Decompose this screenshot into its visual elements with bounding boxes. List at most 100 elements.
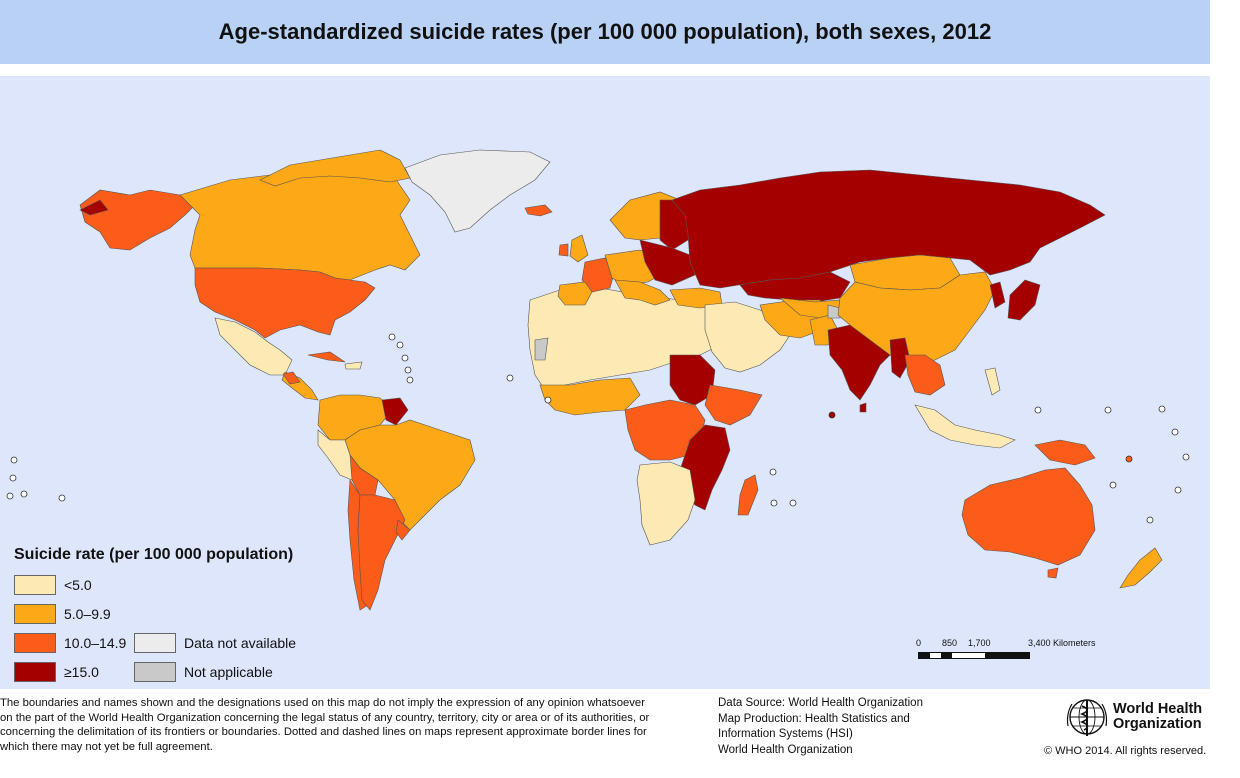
legend: Suicide rate (per 100 000 population) <5… — [14, 546, 296, 686]
who-emblem-icon — [1066, 699, 1108, 736]
legend-row: <5.0 — [14, 570, 296, 599]
region-japan — [1007, 279, 1041, 321]
region-iberia — [557, 281, 593, 306]
island-marker — [1182, 453, 1190, 461]
source-line: Information Systems (HSI) — [718, 728, 853, 740]
island-marker-highlight — [1125, 455, 1133, 463]
region-ethiopia-horn — [704, 384, 763, 426]
region-china — [837, 271, 996, 363]
region-tasmania — [1047, 567, 1059, 579]
island-marker — [544, 396, 552, 404]
legend-title: Suicide rate (per 100 000 population) — [14, 546, 294, 563]
region-alaska — [79, 189, 201, 251]
legend-swatch-5-9 — [14, 603, 56, 624]
source-line: Data Source: World Health Organization — [718, 697, 923, 709]
map-frame[interactable]: Suicide rate (per 100 000 population) <5… — [0, 76, 1210, 689]
region-cuba — [307, 351, 346, 363]
region-guyana — [381, 397, 409, 426]
region-aleutians — [79, 199, 109, 216]
data-source: Data Source: World Health Organization M… — [718, 696, 978, 758]
world-map[interactable] — [0, 76, 1210, 689]
region-western-sahara — [534, 337, 549, 361]
legend-swatch-ge15 — [14, 661, 56, 682]
legend-label: Data not available — [184, 634, 297, 651]
who-logo: World Health Organization — [1064, 696, 1202, 738]
island-marker — [1171, 428, 1179, 436]
island-marker — [20, 490, 28, 498]
scale-label: 850 — [942, 638, 958, 648]
island-marker — [396, 341, 404, 349]
title-bar: Age-standardized suicide rates (per 100 … — [0, 0, 1210, 64]
island-marker — [1174, 486, 1182, 494]
disclaimer: The boundaries and names shown and the d… — [0, 697, 650, 753]
island-marker — [789, 499, 797, 507]
island-marker — [6, 492, 14, 500]
island-marker-highlight — [828, 411, 836, 419]
legend-swatch-not-applicable — [134, 661, 176, 682]
region-kashmir — [827, 304, 841, 319]
region-myanmar — [889, 337, 911, 379]
region-mexico — [214, 317, 293, 376]
island-marker — [1146, 516, 1154, 524]
scale-label: 1,700 — [968, 638, 991, 648]
region-italy-balkans — [614, 279, 671, 306]
island-marker — [401, 354, 409, 362]
region-southern-africa — [636, 461, 696, 546]
source-line: World Health Organization — [718, 743, 853, 756]
scale-labels: 0 850 1,700 3,400 Kilometers — [916, 638, 1096, 650]
scale-label: 0 — [916, 638, 922, 648]
who-line: Organization — [1113, 716, 1202, 732]
island-marker — [10, 456, 18, 464]
region-russia — [671, 169, 1106, 289]
region-uruguay — [395, 519, 411, 541]
island-marker — [1034, 406, 1042, 414]
map-title: Age-standardized suicide rates (per 100 … — [218, 19, 992, 44]
region-new-zealand — [1119, 547, 1163, 589]
scale-label: 3,400 Kilometers — [1028, 638, 1096, 648]
who-line: World Health — [1113, 701, 1203, 717]
legend-row: 5.0–9.9 — [14, 599, 296, 628]
legend-row: 10.0–14.9 Data not available — [14, 628, 296, 657]
legend-swatch-10-14 — [14, 632, 56, 653]
island-marker — [58, 494, 66, 502]
region-guatemala — [282, 371, 301, 385]
legend-swatch-lt5 — [14, 574, 56, 595]
island-marker — [9, 474, 17, 482]
region-greenland — [404, 149, 551, 233]
source-line: Map Production: Health Statistics and — [718, 712, 910, 725]
region-malaysia-indonesia — [914, 404, 1016, 449]
region-canada — [179, 167, 421, 281]
island-marker — [1104, 406, 1112, 414]
island-marker — [404, 366, 412, 374]
region-madagascar — [737, 474, 759, 516]
region-sudan — [669, 354, 716, 406]
region-uk — [569, 234, 589, 263]
region-korea — [989, 281, 1006, 309]
region-france — [581, 257, 616, 293]
legend-swatch-not-available — [134, 632, 176, 653]
region-ireland — [558, 243, 569, 257]
legend-label: 5.0–9.9 — [64, 605, 111, 622]
scale-bar: 0 850 1,700 3,400 Kilometers — [916, 638, 1096, 659]
region-eastern-europe — [639, 239, 696, 286]
legend-row: ≥15.0 Not applicable — [14, 657, 296, 686]
who-wordmark: World Health Organization — [1113, 702, 1202, 732]
legend-label: 10.0–14.9 — [64, 634, 127, 651]
region-usa — [194, 267, 376, 339]
island-marker — [769, 468, 777, 476]
island-marker — [1158, 405, 1166, 413]
region-png — [1034, 439, 1096, 466]
region-iceland — [524, 204, 553, 217]
island-marker — [506, 374, 514, 382]
region-philippines — [984, 367, 1001, 396]
scale-bar-graphic — [918, 652, 1030, 659]
legend-label: ≥15.0 — [64, 663, 99, 680]
island-marker — [388, 333, 396, 341]
island-marker — [406, 376, 414, 384]
island-marker — [770, 499, 778, 507]
island-marker — [1109, 481, 1117, 489]
copyright: © WHO 2014. All rights reserved. — [1044, 745, 1207, 757]
legend-label: Not applicable — [184, 663, 273, 680]
legend-label: <5.0 — [64, 576, 92, 593]
region-argentina — [357, 494, 406, 611]
